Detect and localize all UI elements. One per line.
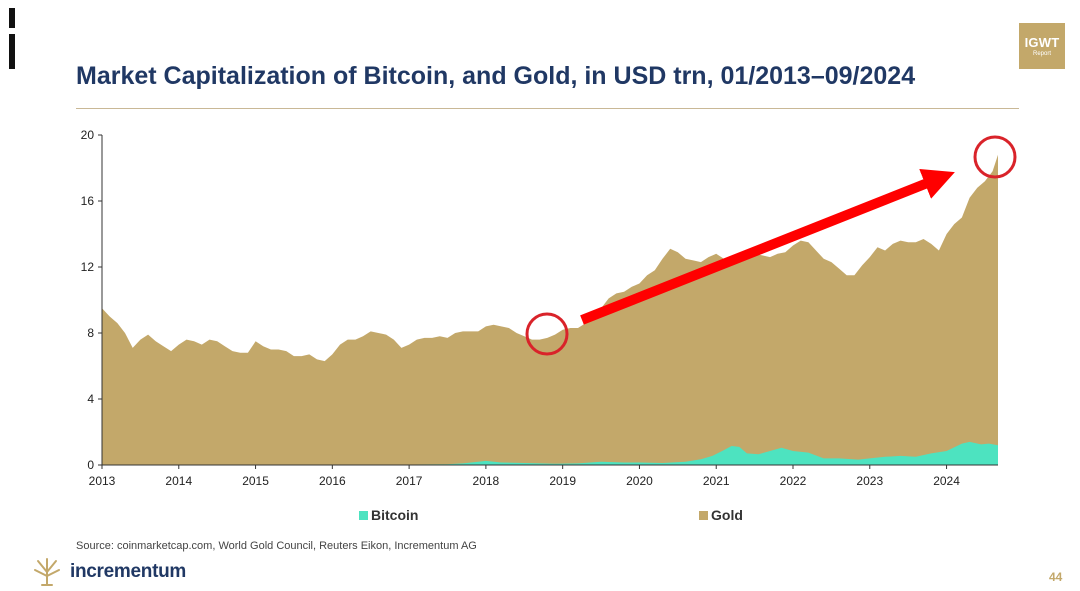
- y-tick-label: 4: [87, 392, 94, 406]
- y-tick-label: 0: [87, 458, 94, 472]
- badge-subtitle: Report: [1032, 51, 1051, 57]
- x-tick-label: 2023: [856, 474, 883, 488]
- y-tick-label: 16: [81, 194, 95, 208]
- legend-label-bitcoin: Bitcoin: [371, 507, 419, 523]
- tree-icon: [34, 558, 60, 586]
- x-tick-label: 2015: [242, 474, 269, 488]
- legend-swatch-gold: [699, 510, 708, 520]
- y-tick-label: 12: [81, 260, 95, 274]
- chart-legend: Bitcoin Gold: [0, 507, 1080, 525]
- x-tick-label: 2024: [933, 474, 960, 488]
- incrementum-logo: incrementum: [32, 558, 186, 586]
- slide-accent-bar-gap: [9, 28, 15, 34]
- title-divider: [76, 108, 1019, 109]
- igwt-report-badge: IGWT Report: [1019, 23, 1065, 69]
- slide-accent-bar: [9, 8, 15, 69]
- series-layer: [102, 154, 998, 466]
- x-tick-label: 2013: [89, 474, 116, 488]
- badge-title: IGWT: [1024, 35, 1060, 50]
- y-tick-label: 8: [87, 326, 94, 340]
- x-tick-label: 2020: [626, 474, 653, 488]
- market-cap-chart: 0 4 8 12 16 20 2013 2014 2015 2016 2017 2018 2019 202…: [81, 128, 1017, 488]
- legend-label-gold: Gold: [711, 507, 743, 523]
- logo-text: incrementum: [70, 561, 187, 582]
- trend-arrow: [580, 169, 955, 325]
- page-number: 44: [1049, 570, 1063, 584]
- area-series-gold: [102, 154, 998, 466]
- x-tick-label: 2014: [165, 474, 192, 488]
- x-tick-label: 2017: [396, 474, 423, 488]
- x-tick-label: 2019: [549, 474, 576, 488]
- axis-layer: 0 4 8 12 16 20 2013 2014 2015 2016 2017 2018 2019 202…: [81, 128, 998, 488]
- chart-title: Market Capitalization of Bitcoin, and Go…: [76, 62, 916, 90]
- source-note: Source: coinmarketcap.com, World Gold Co…: [76, 540, 477, 552]
- y-tick-label: 20: [81, 128, 95, 142]
- legend-swatch-bitcoin: [359, 510, 368, 520]
- highlight-circle-2018: [525, 312, 569, 356]
- x-tick-label: 2018: [473, 474, 500, 488]
- annotation-layer: [525, 135, 1017, 356]
- legend-item-gold: Gold: [699, 507, 743, 523]
- x-tick-label: 2021: [703, 474, 730, 488]
- x-tick-label: 2016: [319, 474, 346, 488]
- legend-item-bitcoin: Bitcoin: [359, 507, 418, 523]
- highlight-circle-2024: [973, 135, 1017, 179]
- x-tick-label: 2022: [780, 474, 807, 488]
- area-series-bitcoin: [102, 441, 998, 465]
